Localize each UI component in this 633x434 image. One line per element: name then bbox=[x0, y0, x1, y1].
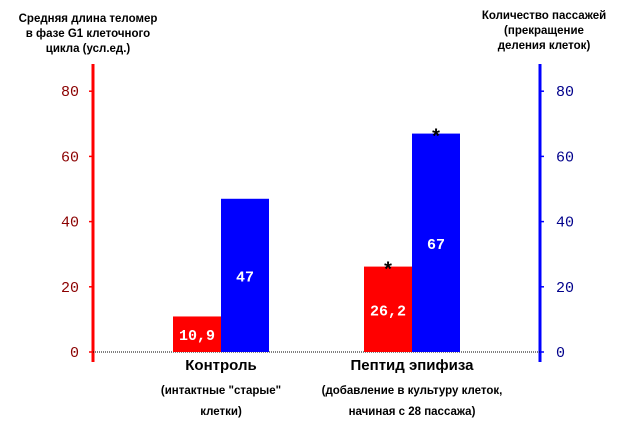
category-label: Контроль bbox=[185, 357, 256, 374]
left-axis-title-line-1: Средняя длина теломер bbox=[19, 13, 158, 25]
right-tick-label: 40 bbox=[556, 215, 574, 232]
left-tick-label: 20 bbox=[61, 280, 79, 297]
right-tick-label: 20 bbox=[556, 280, 574, 297]
bar-value-label: 26,2 bbox=[370, 303, 406, 320]
right-tick-label: 0 bbox=[556, 345, 565, 362]
significance-marker: * bbox=[432, 126, 440, 148]
category-sublabel: (добавление в культуру клеток, bbox=[322, 385, 503, 397]
bar-value-label: 67 bbox=[427, 237, 445, 254]
right-axis-title-line-2: (прекращение bbox=[504, 25, 584, 37]
bar-right-0 bbox=[221, 198, 269, 352]
right-axis-title-line-3: деления клеток) bbox=[498, 40, 591, 52]
left-axis-title-line-2: в фазе G1 клеточного bbox=[26, 28, 150, 40]
right-axis-title-line-1: Количество пассажей bbox=[482, 10, 606, 22]
bar-value-label: 47 bbox=[236, 269, 254, 286]
right-tick-label: 80 bbox=[556, 84, 574, 101]
right-tick-label: 60 bbox=[556, 149, 574, 166]
left-tick-label: 80 bbox=[61, 84, 79, 101]
bar-value-label: 10,9 bbox=[179, 328, 215, 345]
bars: 10,9 26,2 * 47 67 * bbox=[173, 126, 460, 352]
category-label: Пептид эпифиза bbox=[351, 357, 475, 374]
category-sublabel: начиная с 28 пассажа) bbox=[349, 406, 476, 418]
right-axis-ticks: 0 20 40 60 80 bbox=[540, 84, 574, 362]
bar-left-0 bbox=[173, 316, 221, 352]
left-tick-label: 40 bbox=[61, 215, 79, 232]
left-axis-title-line-3: цикла (усл.ед.) bbox=[46, 43, 131, 55]
significance-marker: * bbox=[384, 259, 392, 281]
bar-left-1 bbox=[364, 266, 412, 352]
left-axis-ticks: 0 20 40 60 80 bbox=[61, 84, 93, 362]
category-sublabel: (интактные "старые" bbox=[161, 385, 281, 397]
category-sublabel: клетки) bbox=[200, 406, 242, 418]
bar-right-1 bbox=[412, 133, 460, 352]
category-labels: Контроль (интактные "старые" клетки) Пептид… bbox=[161, 357, 502, 418]
left-tick-label: 60 bbox=[61, 149, 79, 166]
left-tick-label: 0 bbox=[70, 345, 79, 362]
